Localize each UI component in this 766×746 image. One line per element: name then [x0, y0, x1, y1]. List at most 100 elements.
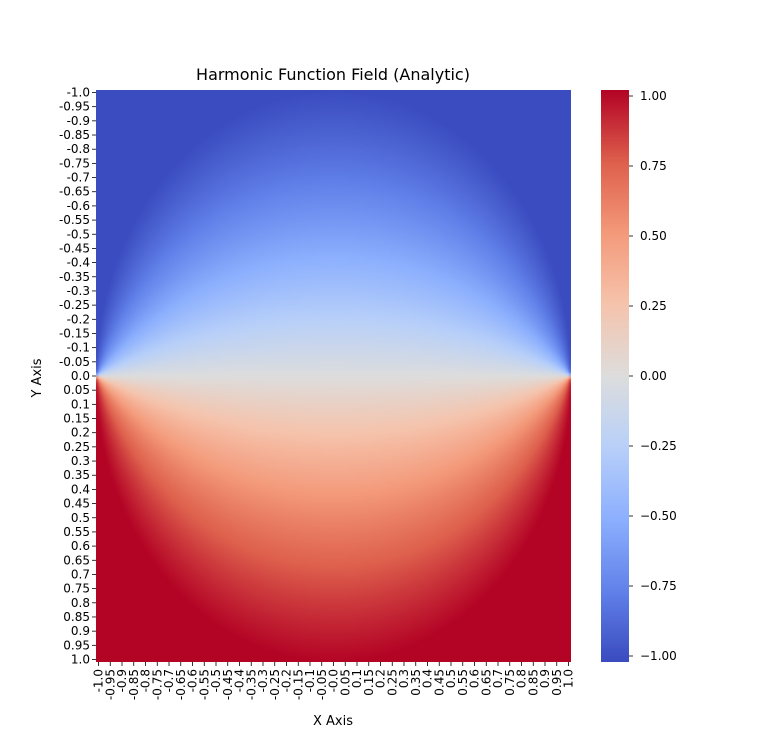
x-tick-label: 0.7: [491, 669, 505, 688]
y-tick-label: -0.45: [59, 241, 90, 255]
y-tick-label: -0.35: [59, 270, 90, 284]
y-tick-label: 0.4: [71, 482, 90, 496]
y-tick-label: -0.55: [59, 213, 90, 227]
x-tick-label: -0.8: [139, 669, 153, 692]
x-tick-label: -0.55: [197, 669, 211, 700]
x-tick-label: -0.15: [291, 669, 305, 700]
y-tick-label: -0.5: [67, 227, 90, 241]
y-tick-label: 0.3: [71, 454, 90, 468]
y-tick-label: -0.05: [59, 355, 90, 369]
x-tick-label: -0.3: [256, 669, 270, 692]
y-tick-label: 0.8: [71, 596, 90, 610]
y-tick-label: -0.7: [67, 171, 90, 185]
y-tick-label: 0.15: [63, 412, 90, 426]
x-tick-label: 0.45: [432, 669, 446, 696]
x-tick-label: 0.9: [538, 669, 552, 688]
x-tick-label: -0.95: [103, 669, 117, 700]
chart-title: Harmonic Function Field (Analytic): [196, 65, 470, 84]
y-tick-label: 0.55: [63, 525, 90, 539]
y-tick-label: -1.0: [67, 86, 90, 100]
x-tick-label: 0.35: [409, 669, 423, 696]
x-tick-label: -0.85: [127, 669, 141, 700]
colorbar: 1.00 0.75 0.50 0.25 0.00 −0.25 −0.50 −0.75 −1.00: [601, 89, 677, 663]
x-tick-label: 0.85: [526, 669, 540, 696]
y-tick-label: 0.35: [63, 468, 90, 482]
x-tick-label: 0.1: [350, 669, 364, 688]
colorbar-gradient: [601, 90, 629, 662]
y-tick-label: -0.8: [67, 142, 90, 156]
colorbar-tick-label: 0.50: [640, 229, 667, 243]
colorbar-tick-label: 1.00: [640, 89, 667, 103]
y-tick-label: 0.95: [63, 638, 90, 652]
y-tick-label: 0.9: [71, 624, 90, 638]
y-tick-label: 0.0: [71, 369, 90, 383]
y-tick-label: -0.2: [67, 312, 90, 326]
y-tick-label: 0.5: [71, 511, 90, 525]
x-tick-label: 0.4: [421, 669, 435, 688]
x-tick-label: 0.55: [456, 669, 470, 696]
x-tick-label: -0.9: [115, 669, 129, 692]
x-tick-label: 0.75: [503, 669, 517, 696]
colorbar-tick-label: −0.75: [640, 579, 677, 593]
x-tick-label: -0.6: [186, 669, 200, 692]
x-tick-label: -0.45: [221, 669, 235, 700]
y-tick-label: -0.75: [59, 156, 90, 170]
y-tick-label: 0.2: [71, 426, 90, 440]
y-tick-label: 0.1: [71, 397, 90, 411]
x-tick-label: 0.65: [479, 669, 493, 696]
x-tick-label: 1.0: [562, 669, 576, 688]
x-tick-label: 0.15: [362, 669, 376, 696]
y-tick-label: -0.65: [59, 185, 90, 199]
x-tick-label: -1.0: [92, 669, 106, 692]
y-tick-label: 0.7: [71, 567, 90, 581]
x-tick-label: 0.05: [338, 669, 352, 696]
y-tick-label: -0.4: [67, 256, 90, 270]
y-tick-label: 0.45: [63, 497, 90, 511]
x-tick-label: -0.65: [174, 669, 188, 700]
colorbar-ticks: 1.00 0.75 0.50 0.25 0.00 −0.25 −0.50 −0.75 −1.00: [629, 89, 677, 663]
x-tick-label: -0.75: [150, 669, 164, 700]
y-tick-label: -0.95: [59, 100, 90, 114]
y-tick-label: 0.75: [63, 582, 90, 596]
y-tick-label: -0.1: [67, 341, 90, 355]
heatmap-image: [96, 90, 571, 662]
x-tick-label: 0.6: [468, 669, 482, 688]
y-tick-label: 0.85: [63, 610, 90, 624]
y-tick-label: -0.85: [59, 128, 90, 142]
x-tick-label: 0.8: [515, 669, 529, 688]
x-tick-label: 0.25: [385, 669, 399, 696]
x-tick-label: -0.05: [315, 669, 329, 700]
x-tick-label: 0.3: [397, 669, 411, 688]
colorbar-tick-label: 0.00: [640, 369, 667, 383]
x-tick-label: -0.2: [280, 669, 294, 692]
x-tick-label: 0.95: [550, 669, 564, 696]
colorbar-tick-label: −1.00: [640, 649, 677, 663]
y-axis-label: Y Axis: [30, 358, 45, 398]
y-tick-label: -0.6: [67, 199, 90, 213]
y-tick-label: -0.9: [67, 114, 90, 128]
x-axis-label: X Axis: [313, 714, 353, 729]
x-tick-label: -0.25: [268, 669, 282, 700]
x-tick-label: -0.1: [303, 669, 317, 692]
y-axis-ticks: -1.0-0.95-0.9-0.85-0.8-0.75-0.7-0.65-0.6…: [59, 86, 96, 667]
y-tick-label: 1.0: [71, 653, 90, 667]
y-tick-label: 0.65: [63, 553, 90, 567]
x-tick-label: -0.35: [244, 669, 258, 700]
y-tick-label: 0.6: [71, 539, 90, 553]
y-tick-label: -0.3: [67, 284, 90, 298]
x-tick-label: -0.4: [233, 669, 247, 692]
x-tick-label: -0.0: [327, 669, 341, 692]
x-tick-label: 0.2: [374, 669, 388, 688]
colorbar-tick-label: 0.75: [640, 159, 667, 173]
y-tick-label: -0.25: [59, 298, 90, 312]
y-tick-label: 0.05: [63, 383, 90, 397]
y-tick-label: 0.25: [63, 440, 90, 454]
colorbar-tick-label: 0.25: [640, 299, 667, 313]
x-axis-ticks: -1.0-0.95-0.9-0.85-0.8-0.75-0.7-0.65-0.6…: [92, 662, 576, 700]
y-tick-label: -0.15: [59, 326, 90, 340]
x-tick-label: -0.5: [209, 669, 223, 692]
colorbar-tick-label: −0.50: [640, 509, 677, 523]
x-tick-label: -0.7: [162, 669, 176, 692]
heatmap-area: [96, 90, 571, 662]
